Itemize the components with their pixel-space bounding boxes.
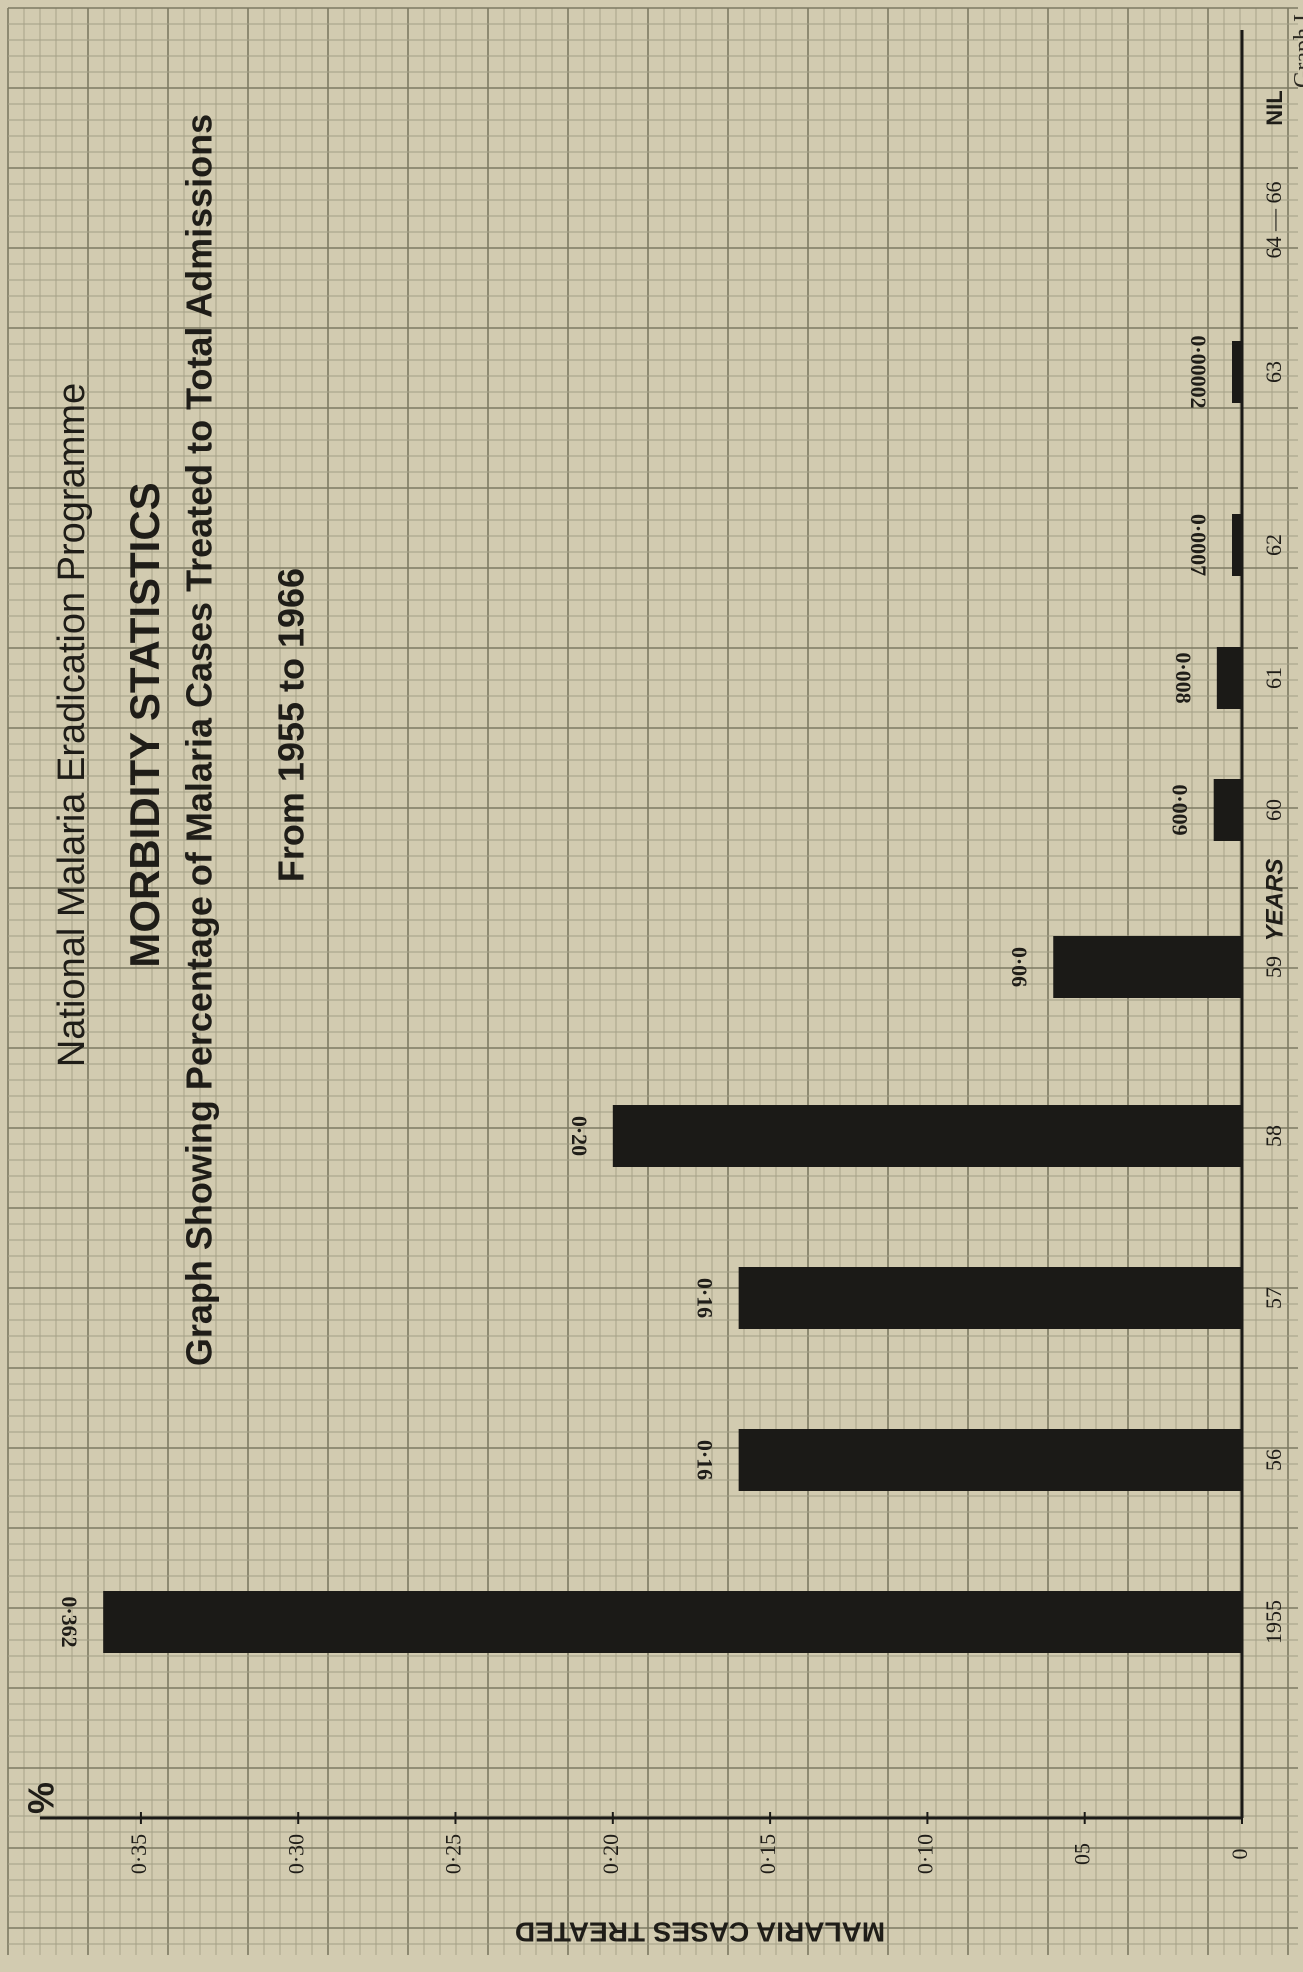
data-label-57: 0·16 bbox=[693, 1278, 718, 1318]
category-label-64-66: 64 — 66 bbox=[1261, 182, 1286, 259]
bar-1955 bbox=[103, 1591, 1242, 1653]
value-tick-label: 0·30 bbox=[283, 1834, 308, 1874]
category-label-62: 62 bbox=[1261, 534, 1286, 556]
category-label-57: 57 bbox=[1261, 1287, 1286, 1309]
bar-63 bbox=[1232, 341, 1242, 403]
value-tick-label: 0·20 bbox=[598, 1834, 623, 1874]
data-label-59: 0·06 bbox=[1007, 947, 1032, 987]
value-tick-label: 05 bbox=[1070, 1843, 1095, 1865]
data-label-62: 0·0007 bbox=[1186, 514, 1211, 576]
value-tick-label: 0·10 bbox=[912, 1834, 937, 1874]
title-line-2: MORBIDITY STATISTICS bbox=[121, 482, 168, 967]
category-label-58: 58 bbox=[1261, 1125, 1286, 1147]
bar-57 bbox=[738, 1267, 1242, 1329]
bars bbox=[103, 341, 1242, 1653]
labels: 0 05 0·10 0·15 0·20 0·25 0·30 0·35% MALARIA CASE… bbox=[21, 90, 1289, 1947]
bar-60 bbox=[1213, 779, 1242, 841]
category-label-60: 60 bbox=[1261, 799, 1286, 821]
title-line-4: From 1955 to 1966 bbox=[271, 568, 312, 882]
category-label-56: 56 bbox=[1261, 1449, 1286, 1471]
value-axis-title: MALARIA CASES TREATED bbox=[515, 1917, 885, 1948]
value-tick-label: 0·25 bbox=[441, 1834, 466, 1874]
bar-61 bbox=[1216, 647, 1242, 709]
data-label-61: 0·008 bbox=[1171, 652, 1196, 703]
title-line-3: Graph Showing Percentage of Malaria Case… bbox=[179, 114, 220, 1366]
bar-58 bbox=[612, 1105, 1242, 1167]
bar-62 bbox=[1232, 514, 1242, 576]
value-tick-label: 0·35 bbox=[126, 1834, 151, 1874]
data-label-56: 0·16 bbox=[693, 1440, 718, 1480]
value-unit-label: % bbox=[21, 1782, 62, 1814]
category-label-nil: NIL bbox=[1262, 90, 1287, 125]
title-line-1: National Malaria Eradication Programme bbox=[51, 383, 93, 1067]
category-label-63: 63 bbox=[1261, 361, 1286, 383]
data-label-58: 0·20 bbox=[567, 1116, 592, 1156]
category-label-59: 59 bbox=[1261, 956, 1286, 978]
titles: National Malaria Eradication Programme MO… bbox=[51, 114, 311, 1366]
category-label-61: 61 bbox=[1261, 667, 1286, 689]
value-tick-label: 0·15 bbox=[755, 1834, 780, 1874]
category-label-1955: 1955 bbox=[1261, 1600, 1286, 1644]
data-label-60: 0·009 bbox=[1168, 784, 1193, 835]
axes bbox=[40, 30, 1244, 1824]
bar-59 bbox=[1053, 936, 1242, 998]
category-axis-title: YEARS bbox=[1261, 859, 1288, 942]
data-label-63: 0·00002 bbox=[1186, 335, 1211, 408]
value-tick-label: 0 bbox=[1227, 1849, 1252, 1860]
data-label-1955: 0·362 bbox=[57, 1596, 82, 1647]
graph-tag: Graph I bbox=[1290, 14, 1303, 88]
bar-56 bbox=[738, 1429, 1242, 1491]
